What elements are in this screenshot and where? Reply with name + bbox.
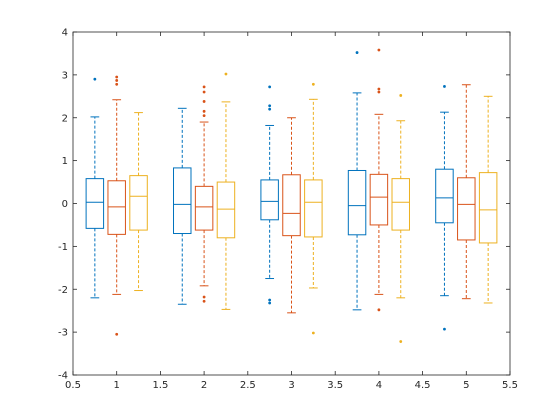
outlier-point: [115, 332, 119, 336]
outlier-point: [202, 90, 206, 94]
outlier-point: [377, 48, 381, 52]
x-tick-label: 3: [288, 380, 294, 391]
axes: 0.5 1 1.5 2 2.5 3 3.5 4 4.5 5 5.5 -4 -3 -2 -1 0 1 2 3 4: [58, 28, 518, 392]
outlier-point: [268, 301, 272, 305]
box: [347, 169, 367, 236]
box-group-5: [457, 84, 476, 300]
y-tick-label: -4: [58, 371, 68, 382]
outlier-point: [115, 82, 119, 86]
y-tick-label: -1: [58, 242, 68, 253]
y-tick-label: -3: [58, 328, 68, 339]
outlier-point: [399, 94, 403, 97]
x-tick-label: 1.5: [152, 380, 168, 391]
box-group-5: [478, 95, 498, 304]
x-tick-label: 4.5: [415, 380, 431, 391]
outlier-point: [93, 77, 97, 81]
x-tick-label: 0.5: [65, 380, 81, 391]
y-tick-label: 4: [62, 28, 68, 39]
box-group-2: [216, 72, 236, 310]
box: [391, 178, 410, 231]
box-group-3: [304, 82, 323, 335]
outlier-point: [202, 295, 206, 299]
x-tick-label: 5: [463, 380, 469, 391]
outlier-point: [202, 85, 206, 89]
box-group-2: [194, 85, 214, 303]
outlier-point: [443, 85, 446, 88]
y-tick-label: 0: [62, 199, 68, 210]
box-series-3: [129, 72, 498, 343]
outlier-point: [377, 90, 381, 94]
x-tick-label: 1: [114, 380, 120, 391]
x-tick-label: 5.5: [502, 380, 518, 391]
axes-frame: [72, 31, 511, 376]
box: [457, 177, 476, 241]
outlier-point: [311, 331, 315, 335]
box: [129, 175, 148, 231]
box-group-1: [129, 112, 148, 292]
box-series-2: [107, 48, 476, 336]
outlier-point: [115, 79, 119, 82]
outlier-point: [268, 104, 272, 108]
box-group-1: [107, 75, 126, 336]
x-tick-label: 2.5: [240, 380, 256, 391]
box-series-layer: [85, 48, 498, 343]
outlier-point: [202, 100, 206, 103]
box-group-2: [173, 107, 192, 305]
box: [85, 178, 105, 229]
box: [369, 173, 389, 226]
box-group-4: [391, 94, 410, 343]
outlier-point: [399, 340, 403, 343]
box: [173, 167, 192, 235]
outlier-point: [202, 299, 206, 303]
box-group-4: [369, 48, 389, 312]
outlier-point: [268, 298, 272, 302]
x-tick-label: 3.5: [327, 380, 343, 391]
box: [478, 172, 498, 244]
y-tick-label: 2: [62, 113, 68, 124]
box-group-1: [85, 77, 105, 299]
box-group-3: [260, 85, 279, 305]
x-tick-label: 2: [201, 380, 207, 391]
box: [282, 174, 301, 237]
box: [216, 181, 236, 239]
y-tick-label: -2: [58, 285, 68, 296]
outlier-point: [224, 72, 228, 76]
outlier-point: [115, 75, 119, 79]
box-group-5: [435, 85, 454, 331]
outlier-point: [268, 107, 272, 111]
outlier-point: [311, 82, 315, 86]
box: [435, 168, 454, 224]
box: [107, 180, 126, 235]
box-group-3: [282, 117, 301, 314]
box-series-1: [85, 51, 454, 331]
outlier-point: [202, 114, 206, 118]
y-tick-label: 1: [62, 156, 68, 167]
box: [194, 185, 214, 231]
outlier-point: [377, 308, 381, 312]
outlier-point: [377, 87, 381, 91]
outlier-point: [355, 51, 359, 54]
box-group-4: [347, 51, 367, 311]
box: [260, 179, 279, 221]
box: [304, 179, 323, 238]
y-tick-label: 3: [62, 70, 68, 81]
outlier-point: [443, 327, 446, 331]
x-tick-label: 4: [376, 380, 382, 391]
outlier-point: [268, 85, 272, 89]
outlier-point: [202, 109, 206, 113]
